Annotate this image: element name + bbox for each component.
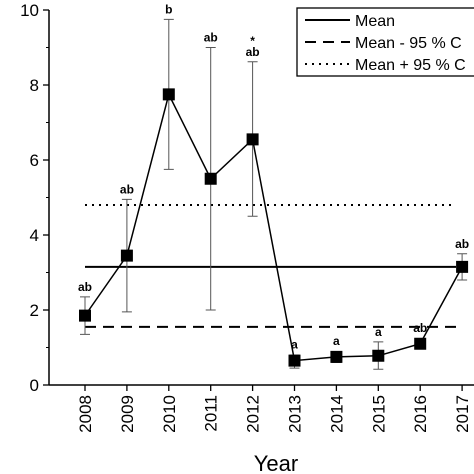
x-tick-label: 2017 (453, 395, 472, 433)
significance-label: a (291, 338, 298, 352)
series-line (84, 92, 463, 362)
significance-label: b (165, 2, 172, 16)
x-tick-label: 2014 (327, 395, 346, 433)
x-tick-label: 2009 (118, 395, 137, 433)
significance-label: ab (246, 45, 260, 59)
legend: Mean Mean - 95 % C Mean + 95 % C (296, 7, 474, 77)
y-tick-label: 0 (30, 376, 39, 395)
significance-star: * (166, 0, 171, 5)
significance-label: ab (455, 237, 469, 251)
data-point (372, 349, 385, 362)
x-tick-label: 2011 (202, 395, 221, 432)
data-point (79, 309, 91, 322)
y-tick-label: 10 (20, 1, 39, 20)
axes: 0 2 4 6 8 10 2008 2009 2010 2011 2012 2013 2014 2015 2… (20, 1, 474, 433)
x-tick-label: 2010 (160, 395, 179, 433)
significance-label: ab (120, 182, 134, 196)
x-tick-label: 2015 (369, 395, 388, 433)
x-tick-label: 2016 (411, 395, 430, 433)
data-point (414, 337, 427, 350)
significance-label: ab (413, 321, 427, 335)
y-tick-label: 8 (30, 76, 39, 95)
legend-entry: Mean - 95 % C (355, 35, 462, 52)
data-point (456, 260, 469, 273)
x-axis-title: Year (254, 451, 298, 474)
data-point (330, 350, 343, 363)
reference-lines (85, 204, 456, 328)
data-point (204, 172, 217, 185)
y-tick-label: 2 (30, 301, 39, 320)
data-point (162, 88, 175, 101)
significance-star: * (250, 34, 255, 48)
significance-label: ab (204, 31, 218, 45)
data-point (288, 354, 301, 367)
y-tick-label: 4 (30, 226, 39, 245)
significance-label: ab (78, 280, 92, 294)
x-tick-label: 2008 (76, 395, 95, 433)
legend-entry: Mean (355, 13, 395, 30)
significance-label: a (375, 325, 382, 339)
data-point (120, 249, 133, 262)
x-tick-label: 2012 (244, 395, 263, 433)
y-tick-label: 6 (30, 151, 39, 170)
legend-entry: Mean + 95 % C (355, 57, 466, 74)
data-point (246, 133, 259, 146)
significance-label: a (333, 334, 340, 348)
x-tick-label: 2013 (286, 395, 305, 433)
